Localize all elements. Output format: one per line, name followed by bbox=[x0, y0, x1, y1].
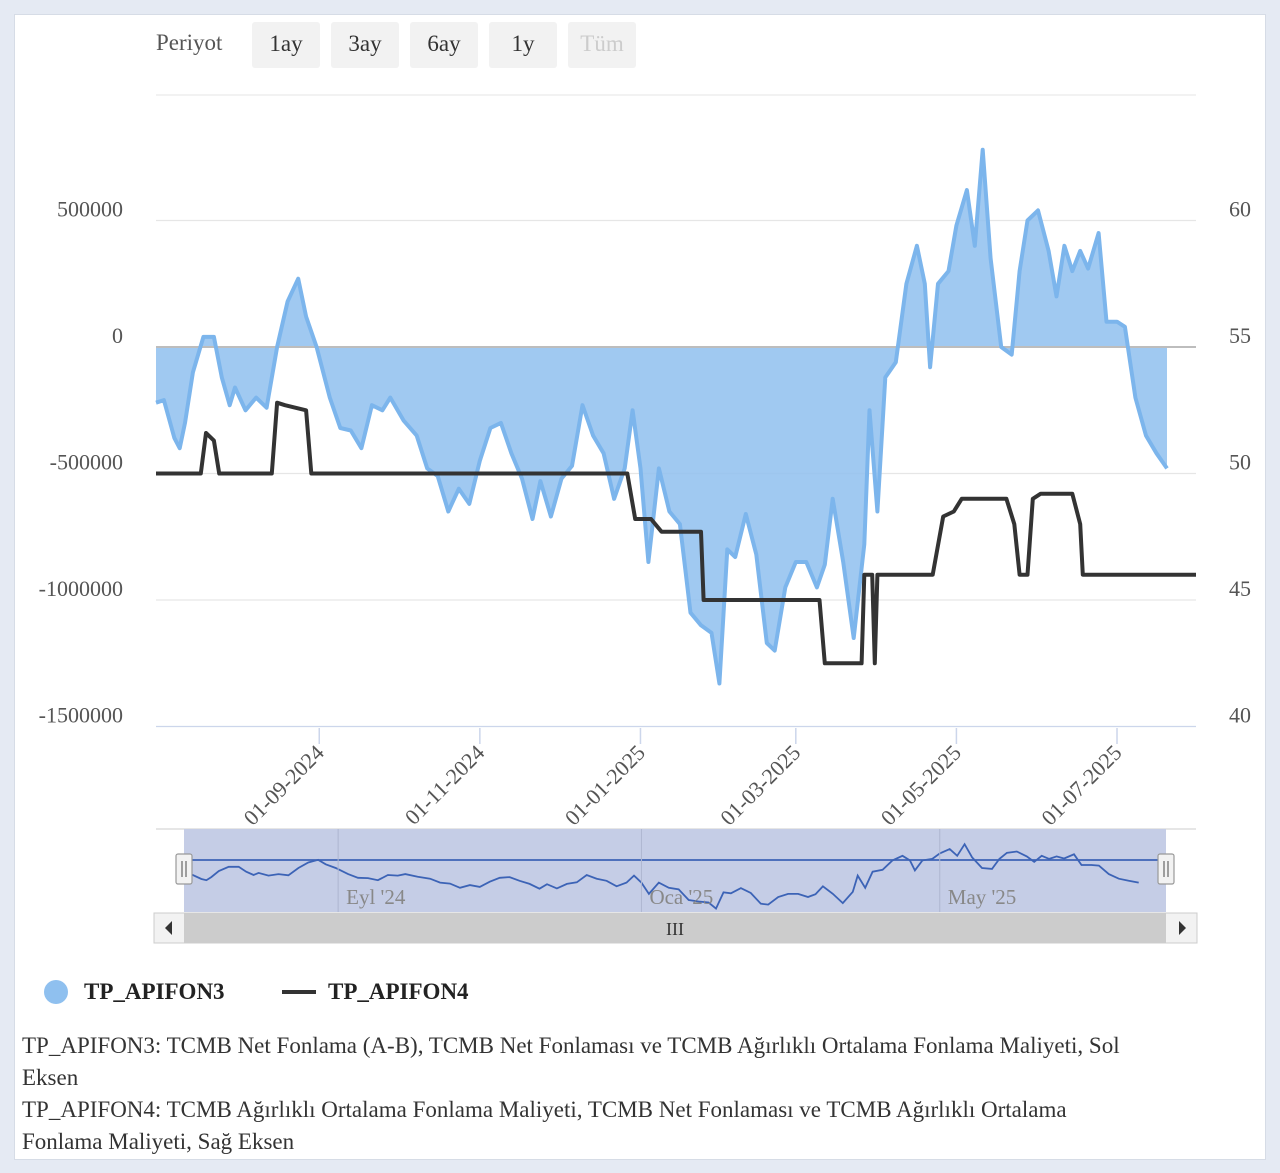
plot-area bbox=[155, 147, 1196, 686]
navigator[interactable]: Eyl '24 Oca '25 May '25 III bbox=[153, 828, 1198, 944]
range-button-all: Tüm bbox=[568, 22, 636, 68]
range-button-3ay[interactable]: 3ay bbox=[331, 22, 399, 68]
navigator-label: Eyl '24 bbox=[346, 885, 406, 909]
x-tick-label: 01-11-2024 bbox=[400, 740, 490, 830]
legend-item-apifon4[interactable]: TP_APIFON4 bbox=[282, 978, 469, 1006]
line-icon bbox=[282, 990, 316, 994]
scrollbar-thumb bbox=[184, 913, 1166, 943]
x-tick-label: 01-05-2025 bbox=[876, 740, 966, 830]
series-line-apifon3 bbox=[155, 147, 1169, 686]
y-left-tick-label: -1500000 bbox=[39, 703, 123, 728]
series-notes: TP_APIFON3: TCMB Net Fonlama (A-B), TCMB… bbox=[22, 1030, 1122, 1158]
y-left-tick-label: 0 bbox=[112, 323, 123, 348]
y-right-tick-label: 40 bbox=[1229, 703, 1251, 728]
y-left-tick-label: -1000000 bbox=[39, 576, 123, 601]
series-line-apifon4 bbox=[156, 400, 1196, 666]
y-left-tick-label: -500000 bbox=[50, 450, 123, 475]
y-right-tick-label: 45 bbox=[1229, 576, 1251, 601]
navigator-series-line bbox=[183, 842, 1139, 911]
legend-label: TP_APIFON4 bbox=[328, 979, 469, 1004]
chart-container bbox=[14, 14, 1266, 1160]
triangle-right-icon bbox=[1179, 921, 1186, 935]
x-tick-label: 01-01-2025 bbox=[560, 740, 650, 830]
note-apifon3: TP_APIFON3: TCMB Net Fonlama (A-B), TCMB… bbox=[22, 1033, 1120, 1090]
navigator-mask bbox=[184, 829, 1166, 912]
handle-body bbox=[1157, 853, 1175, 885]
legend-item-apifon3[interactable]: TP_APIFON3 bbox=[42, 978, 225, 1006]
range-button-6ay[interactable]: 6ay bbox=[410, 22, 478, 68]
legend-label: TP_APIFON3 bbox=[84, 979, 225, 1004]
x-tick-label: 01-03-2025 bbox=[715, 740, 805, 830]
navigator-handle-right[interactable] bbox=[1157, 853, 1175, 885]
y-right-tick-label: 55 bbox=[1229, 323, 1251, 348]
note-apifon4: TP_APIFON4: TCMB Ağırlıklı Ortalama Fonl… bbox=[22, 1097, 1067, 1154]
navigator-label: May '25 bbox=[948, 885, 1017, 909]
x-tick-label: 01-09-2024 bbox=[239, 740, 329, 830]
x-tick-label: 01-07-2025 bbox=[1036, 740, 1126, 830]
y-right-tick-label: 60 bbox=[1229, 197, 1251, 222]
circle-icon bbox=[44, 980, 68, 1004]
navigator-handle-left[interactable] bbox=[175, 853, 193, 885]
handle-body bbox=[175, 853, 193, 885]
scrollbar[interactable]: III bbox=[153, 912, 1198, 944]
scrollbar-grip: III bbox=[666, 919, 684, 939]
y-right-tick-label: 50 bbox=[1229, 450, 1251, 475]
range-selector-label: Periyot bbox=[156, 30, 223, 55]
y-left-tick-label: 500000 bbox=[57, 197, 123, 222]
range-button-1ay[interactable]: 1ay bbox=[252, 22, 320, 68]
range-button-1y[interactable]: 1y bbox=[489, 22, 557, 68]
area-fill-apifon3 bbox=[156, 149, 1167, 684]
navigator-label: Oca '25 bbox=[649, 885, 713, 909]
triangle-left-icon bbox=[165, 921, 172, 935]
